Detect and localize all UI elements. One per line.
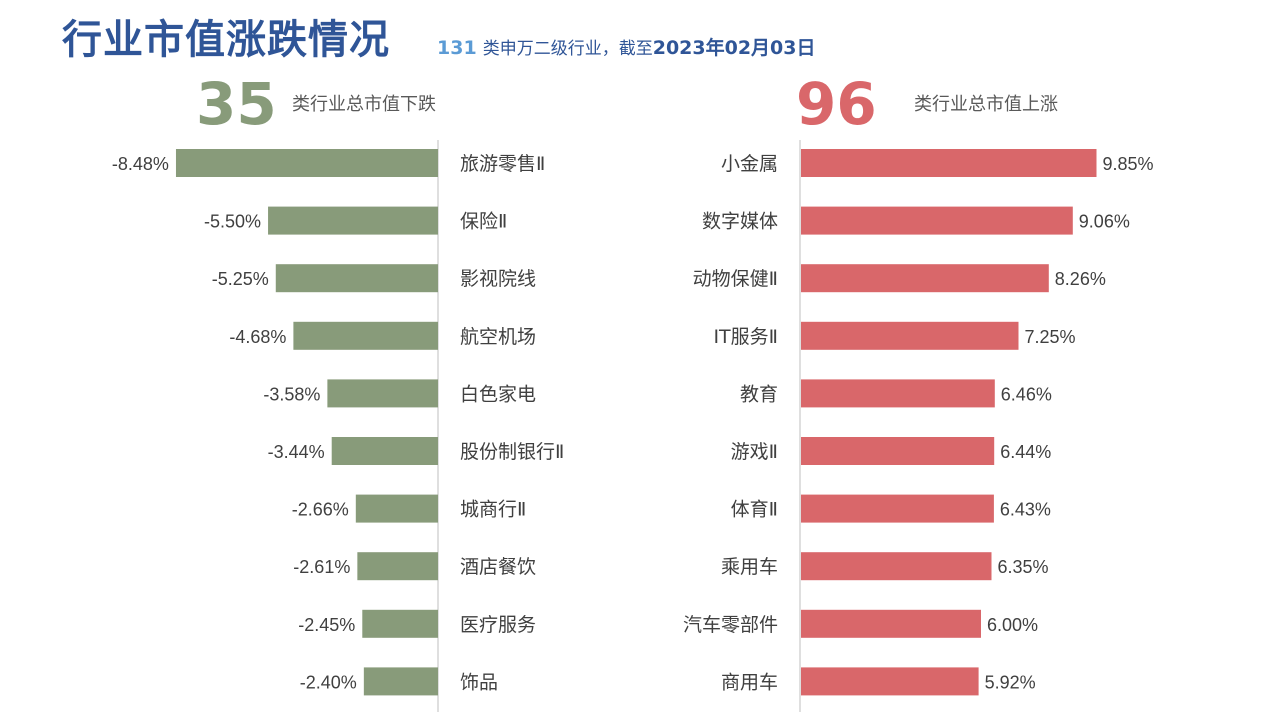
down-category-label: 航空机场 xyxy=(460,326,536,348)
down-bar xyxy=(275,264,438,293)
page-title: 行业市值涨跌情况 xyxy=(62,17,390,63)
down-bar xyxy=(175,149,438,177)
down-bar xyxy=(362,609,438,638)
up-industry-label: 类行业总市值上涨 xyxy=(914,94,1058,115)
up-value-label: 7.25% xyxy=(1025,327,1076,347)
down-bar xyxy=(357,552,438,581)
down-bar xyxy=(363,667,438,696)
down-category-label: 旅游零售Ⅱ xyxy=(460,153,545,175)
up-bar xyxy=(801,149,1097,177)
down-category-label: 城商行Ⅱ xyxy=(460,499,526,521)
down-value-label: -8.48% xyxy=(112,154,169,174)
down-category-label: 饰品 xyxy=(460,671,498,693)
down-value-label: -2.40% xyxy=(300,672,357,692)
down-industry-label: 类行业总市值下跌 xyxy=(292,94,436,115)
up-value-label: 6.44% xyxy=(1000,442,1051,462)
down-value-label: -5.25% xyxy=(212,269,269,289)
subtitle-text: 类申万二级行业，截至 xyxy=(482,39,653,59)
up-bar xyxy=(801,609,981,638)
up-value-label: 9.85% xyxy=(1103,154,1154,174)
up-bar xyxy=(801,667,979,696)
down-category-label: 医疗服务 xyxy=(460,614,536,636)
page-subtitle: 131 类申万二级行业，截至2023年02月03日 xyxy=(437,34,815,63)
down-category-label: 股份制银行Ⅱ xyxy=(460,441,564,463)
up-bar xyxy=(801,552,992,581)
up-category-label: 乘用车 xyxy=(721,556,778,578)
up-category-label: 商用车 xyxy=(721,671,778,693)
up-value-label: 9.06% xyxy=(1079,212,1130,232)
down-category-label: 酒店餐饮 xyxy=(460,556,536,578)
up-bar xyxy=(801,206,1073,235)
down-bar xyxy=(355,494,438,523)
up-bar xyxy=(801,494,994,523)
up-category-label: 汽车零部件 xyxy=(683,614,778,636)
down-value-label: -2.66% xyxy=(292,500,349,520)
down-category-label: 保险Ⅱ xyxy=(460,211,507,233)
down-value-label: -3.44% xyxy=(268,442,325,462)
up-value-label: 6.46% xyxy=(1001,384,1052,404)
up-category-label: 教育 xyxy=(740,383,778,405)
down-value-label: -5.50% xyxy=(204,212,261,232)
up-bar xyxy=(801,321,1019,350)
down-value-label: -3.58% xyxy=(263,384,320,404)
down-bar xyxy=(331,437,438,465)
down-category-label: 影视院线 xyxy=(460,268,536,290)
up-bar xyxy=(801,264,1049,293)
up-category-label: 体育Ⅱ xyxy=(731,499,778,521)
down-bar xyxy=(293,321,438,350)
down-value-label: -2.61% xyxy=(293,557,350,577)
industry-count: 131 xyxy=(437,37,477,59)
up-bar xyxy=(801,437,995,465)
up-bar xyxy=(801,379,995,408)
down-value-label: -2.45% xyxy=(298,615,355,635)
up-value-label: 6.35% xyxy=(998,557,1049,577)
up-value-label: 6.43% xyxy=(1000,500,1051,520)
down-category-label: 白色家电 xyxy=(460,383,536,405)
up-value-label: 5.92% xyxy=(985,672,1036,692)
down-value-label: -4.68% xyxy=(229,327,286,347)
up-category-label: IT服务Ⅱ xyxy=(713,326,778,348)
down-bar xyxy=(327,379,438,408)
up-category-label: 小金属 xyxy=(721,153,778,175)
up-category-label: 数字媒体 xyxy=(702,211,778,233)
up-category-label: 动物保健Ⅱ xyxy=(693,268,778,290)
up-industry-count: 96 xyxy=(796,70,877,138)
subtitle-date: 2023年02月03日 xyxy=(652,37,816,59)
up-value-label: 6.00% xyxy=(987,615,1038,635)
down-industry-count: 35 xyxy=(196,70,277,138)
up-category-label: 游戏Ⅱ xyxy=(731,441,778,463)
down-bar xyxy=(268,206,438,235)
up-value-label: 8.26% xyxy=(1055,269,1106,289)
